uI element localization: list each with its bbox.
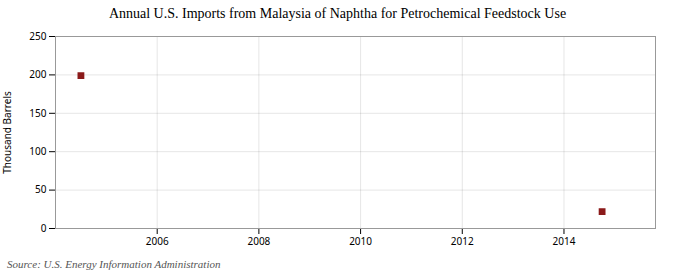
svg-text:200: 200: [29, 67, 46, 81]
svg-text:2012: 2012: [451, 234, 474, 248]
svg-text:2008: 2008: [247, 234, 270, 248]
svg-text:50: 50: [35, 182, 47, 196]
svg-text:Thousand Barrels: Thousand Barrels: [0, 91, 14, 174]
html-text:Annual U.S. Imports from Malay: Annual U.S. Imports from Malaysia of Nap…: [108, 6, 567, 21]
svg-text:150: 150: [29, 106, 46, 120]
svg-text:0: 0: [41, 221, 47, 235]
html-text:Source: U.S. Energy Informatio: Source: U.S. Energy Information Administ…: [7, 258, 221, 270]
svg-text:100: 100: [29, 144, 46, 158]
svg-text:250: 250: [29, 29, 46, 43]
svg-text:2010: 2010: [349, 234, 372, 248]
svg-text:2014: 2014: [553, 234, 576, 248]
svg-text:2006: 2006: [146, 234, 169, 248]
